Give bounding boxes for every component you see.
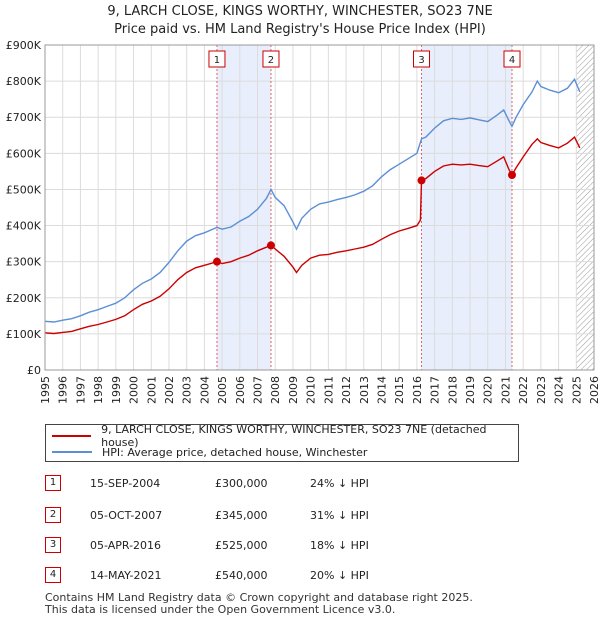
sale-hpi-diff: 18% ↓ HPI: [310, 539, 369, 552]
x-tick-label: 2005: [216, 376, 229, 404]
sale-point: [212, 257, 221, 266]
y-tick-label: £100K: [6, 328, 42, 341]
x-tick-label: 1997: [74, 376, 87, 404]
sale-label-box: [208, 50, 226, 68]
y-tick-label: £600K: [6, 147, 42, 160]
x-tick-label: 2003: [181, 376, 194, 404]
sale-number-badge: 2: [45, 507, 61, 523]
sale-row: 2 05-OCT-2007 £345,000 31% ↓ HPI: [45, 507, 565, 525]
legend-label-hpi: HPI: Average price, detached house, Winc…: [102, 445, 368, 459]
y-tick-label: £200K: [6, 292, 42, 305]
sale-point: [417, 176, 426, 185]
x-tick-label: 2011: [322, 376, 335, 404]
sale-row: 1 15-SEP-2004 £300,000 24% ↓ HPI: [45, 475, 565, 493]
x-tick-label: 2007: [252, 376, 265, 404]
legend-item-property: 9, LARCH CLOSE, KINGS WORTHY, WINCHESTER…: [52, 423, 518, 449]
sale-price: £345,000: [215, 509, 268, 522]
x-tick-label: 2006: [234, 376, 247, 404]
sale-label-text: 4: [509, 55, 515, 66]
sale-price: £300,000: [215, 477, 268, 490]
future-hatch-area: [576, 45, 594, 370]
x-tick-label: 2021: [499, 376, 512, 404]
x-tick-label: 2010: [305, 376, 318, 404]
x-tick-label: 2022: [517, 376, 530, 404]
y-tick-label: £500K: [6, 183, 42, 196]
footer-licence: This data is licensed under the Open Gov…: [45, 603, 396, 616]
plot-border: [44, 44, 595, 371]
sale-row: 3 05-APR-2016 £525,000 18% ↓ HPI: [45, 537, 565, 555]
sale-price: £525,000: [215, 539, 268, 552]
sale-point: [508, 171, 517, 179]
price-chart: £0 £100K £200K £300K £400K £500K £600K £700K £80…: [6, 39, 600, 404]
sale-row: 4 14-MAY-2021 £540,000 20% ↓ HPI: [45, 567, 565, 585]
x-tick-label: 2014: [375, 376, 388, 404]
x-tick-label: 1995: [39, 376, 52, 404]
x-tick-label: 2001: [145, 376, 158, 404]
y-tick-label: £300K: [6, 256, 42, 269]
sale-label-text: 3: [418, 55, 424, 66]
x-tick-label: 2020: [482, 376, 495, 404]
sale-hpi-diff: 31% ↓ HPI: [310, 509, 369, 522]
sale-hpi-diff: 20% ↓ HPI: [310, 569, 369, 582]
x-tick-label: 2013: [358, 376, 371, 404]
sale-label-box: [503, 50, 521, 68]
x-tick-label: 2008: [269, 376, 282, 404]
sale-label-box: [262, 50, 280, 68]
x-tick-label: 2009: [287, 376, 300, 404]
sale-number-badge: 4: [45, 567, 61, 583]
chart-subtitle: Price paid vs. HM Land Registry's House …: [114, 22, 486, 37]
x-tick-label: 2026: [588, 376, 600, 404]
y-tick-label: £900K: [6, 39, 42, 52]
footer-copyright: Contains HM Land Registry data © Crown c…: [45, 591, 473, 604]
y-tick-label: £800K: [6, 75, 42, 88]
chart-title: 9, LARCH CLOSE, KINGS WORTHY, WINCHESTER…: [107, 4, 493, 19]
ownership-period-band: [216, 45, 271, 370]
x-tick-label: 1996: [57, 376, 70, 404]
x-tick-label: 2018: [446, 376, 459, 404]
x-tick-label: 2025: [570, 376, 583, 404]
sale-hpi-diff: 24% ↓ HPI: [310, 477, 369, 490]
x-tick-label: 2004: [198, 376, 211, 404]
sale-label-box: [413, 50, 431, 68]
sale-number-badge: 3: [45, 537, 61, 553]
y-tick-label: £700K: [6, 111, 42, 124]
sale-number-badge: 1: [45, 475, 61, 491]
legend-swatch-property: [52, 435, 92, 437]
sale-price: £540,000: [215, 569, 268, 582]
legend: 9, LARCH CLOSE, KINGS WORTHY, WINCHESTER…: [45, 423, 519, 462]
ownership-period-band: [421, 45, 513, 370]
sale-point: [266, 241, 275, 250]
x-tick-label: 2016: [411, 376, 424, 404]
sale-date: 05-APR-2016: [90, 539, 162, 552]
x-tick-label: 2012: [340, 376, 353, 404]
hpi-series-line: [44, 77, 581, 323]
x-tick-label: 2000: [128, 376, 141, 404]
x-tick-label: 1998: [92, 376, 105, 404]
x-tick-label: 2015: [393, 376, 406, 404]
y-tick-label: £0: [27, 364, 41, 377]
sale-label-text: 1: [214, 55, 220, 66]
x-tick-label: 2024: [553, 376, 566, 404]
x-tick-label: 2002: [163, 376, 176, 404]
legend-swatch-hpi: [52, 451, 92, 453]
sale-date: 15-SEP-2004: [90, 477, 161, 490]
legend-label-property: 9, LARCH CLOSE, KINGS WORTHY, WINCHESTER…: [101, 423, 487, 449]
legend-item-hpi: HPI: Average price, detached house, Winc…: [52, 444, 367, 460]
property-series-line: [44, 135, 581, 335]
sale-label-text: 2: [268, 55, 274, 66]
sale-date: 05-OCT-2007: [90, 509, 163, 522]
x-tick-label: 2017: [429, 376, 442, 404]
x-tick-label: 2023: [535, 376, 548, 404]
sale-date: 14-MAY-2021: [90, 569, 162, 582]
y-tick-label: £400K: [6, 220, 42, 233]
x-tick-label: 2019: [464, 376, 477, 404]
x-tick-label: 1999: [110, 376, 123, 404]
